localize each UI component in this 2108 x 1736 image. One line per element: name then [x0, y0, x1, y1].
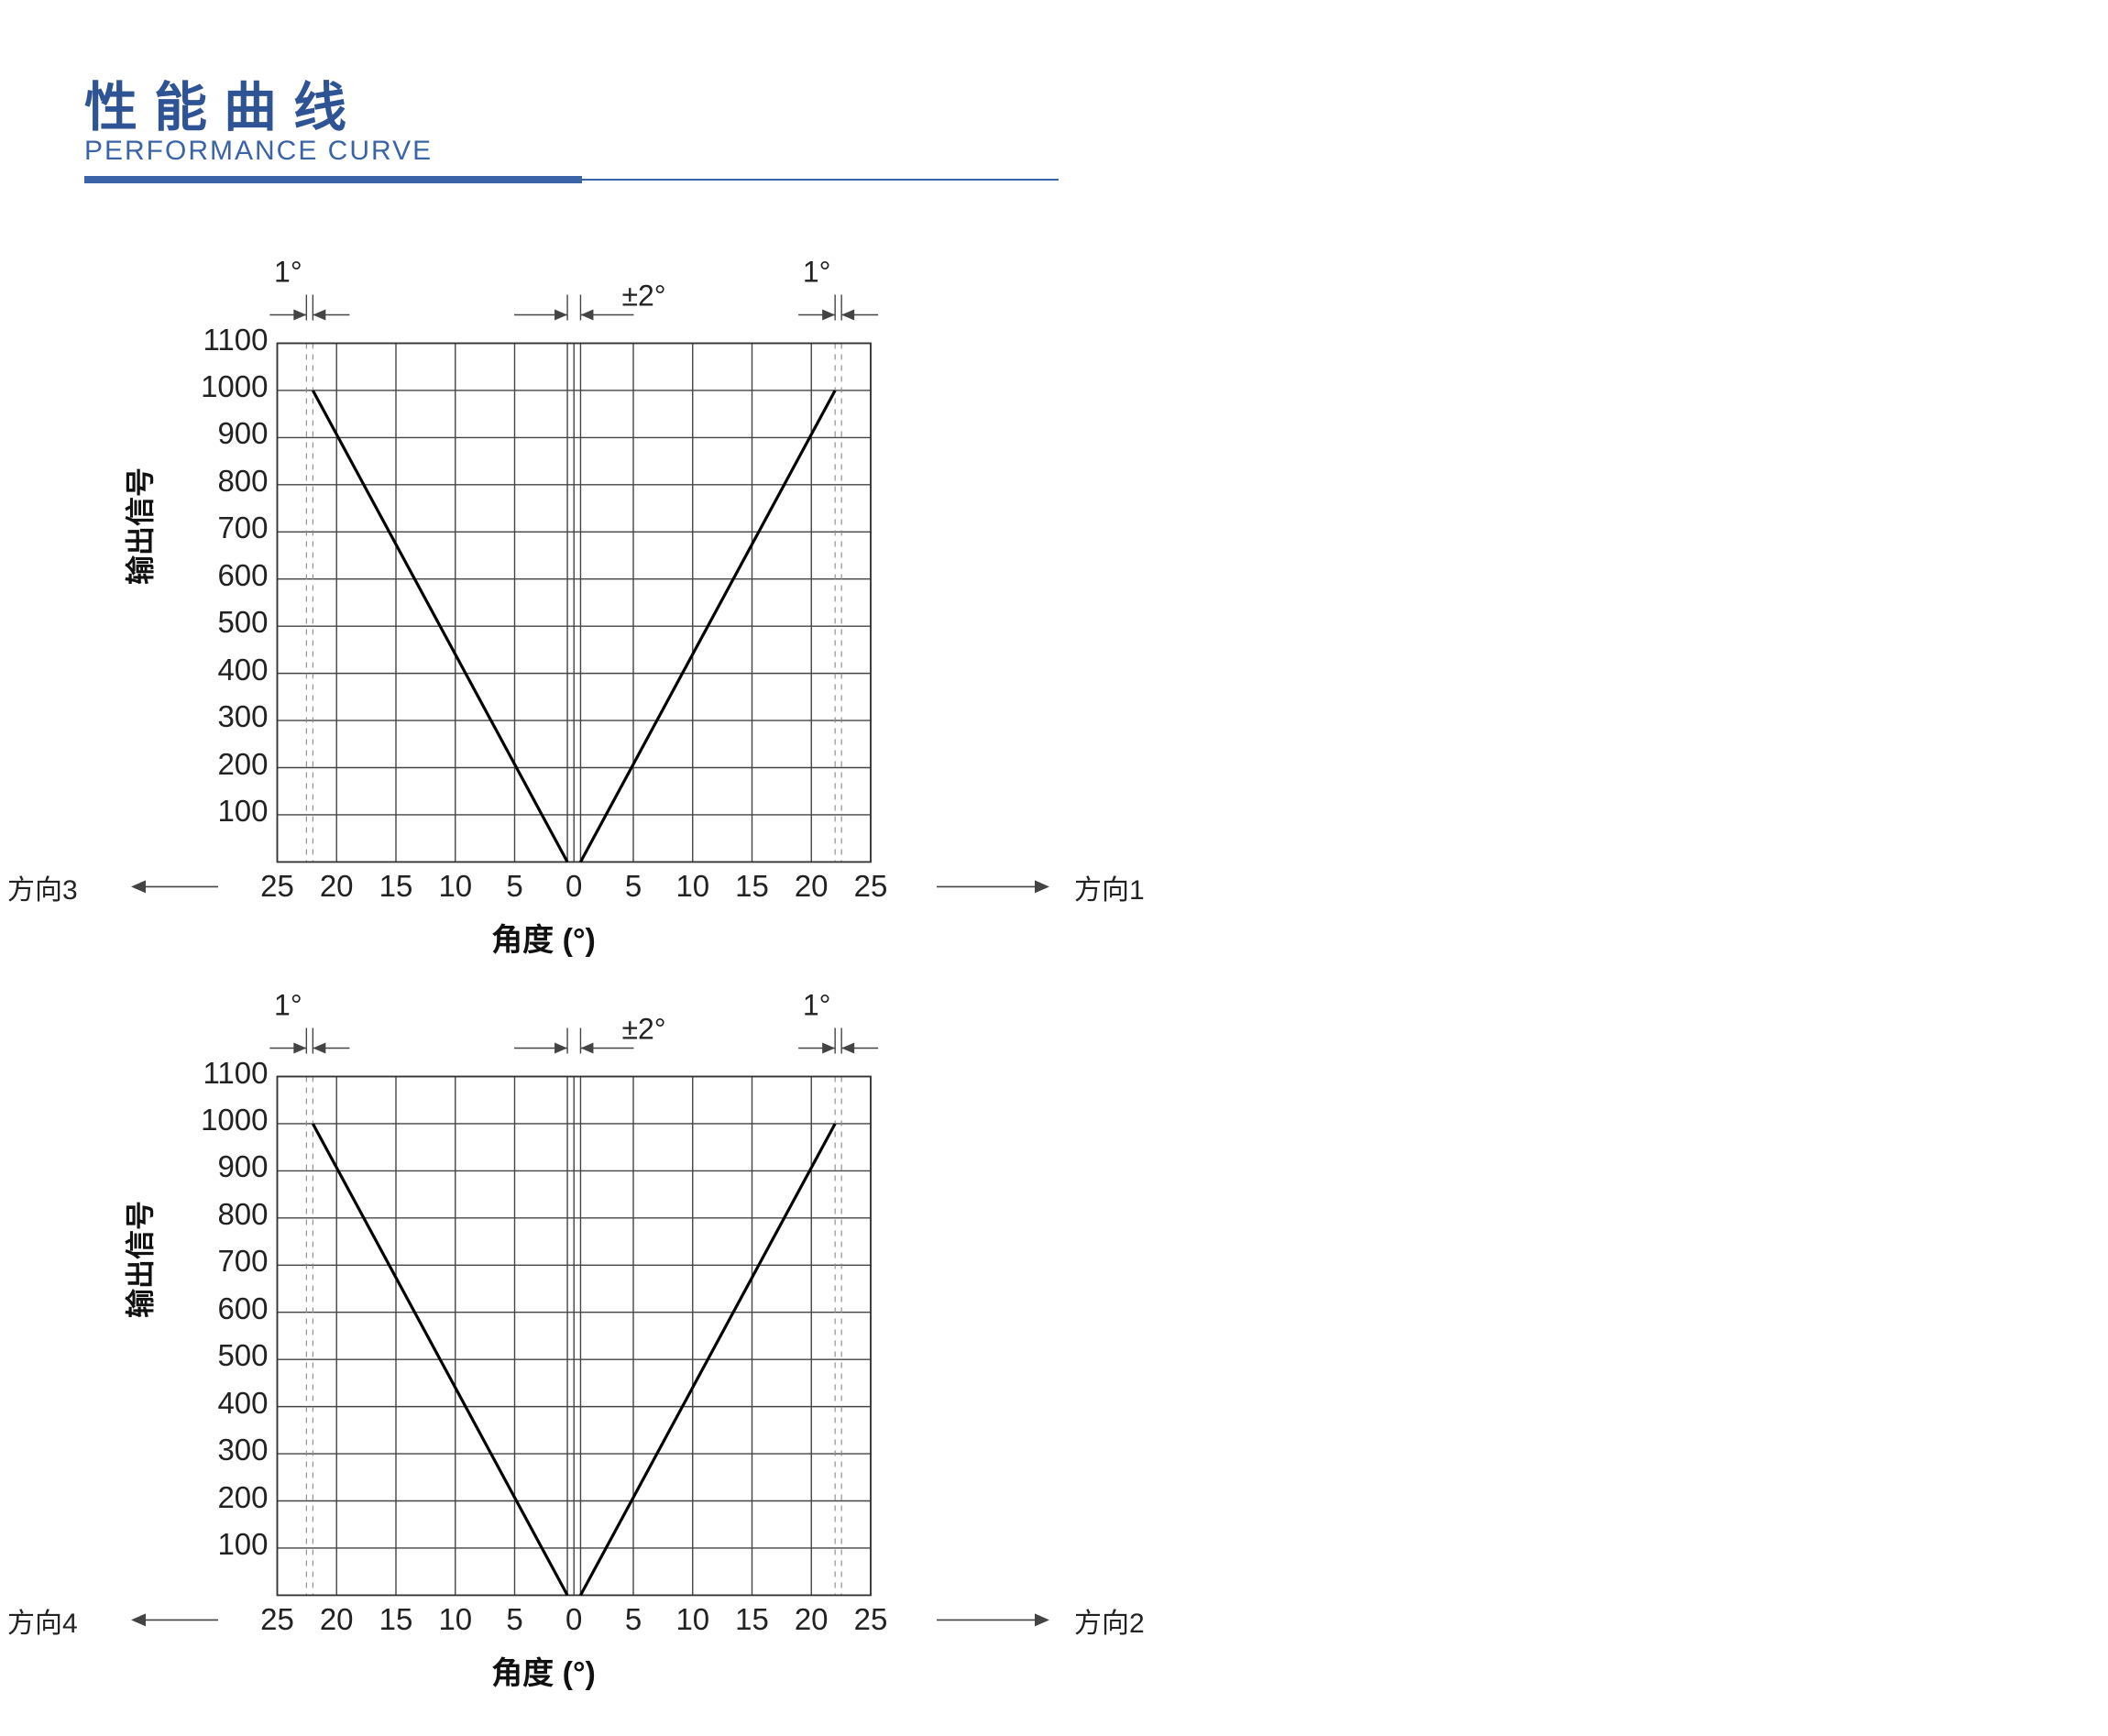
svg-text:1°: 1° [803, 989, 831, 1022]
svg-text:1°: 1° [803, 256, 831, 289]
svg-text:1°: 1° [274, 989, 302, 1022]
svg-text:±2°: ±2° [621, 1013, 665, 1046]
svg-text:±2°: ±2° [621, 280, 665, 313]
svg-text:1°: 1° [274, 256, 302, 289]
